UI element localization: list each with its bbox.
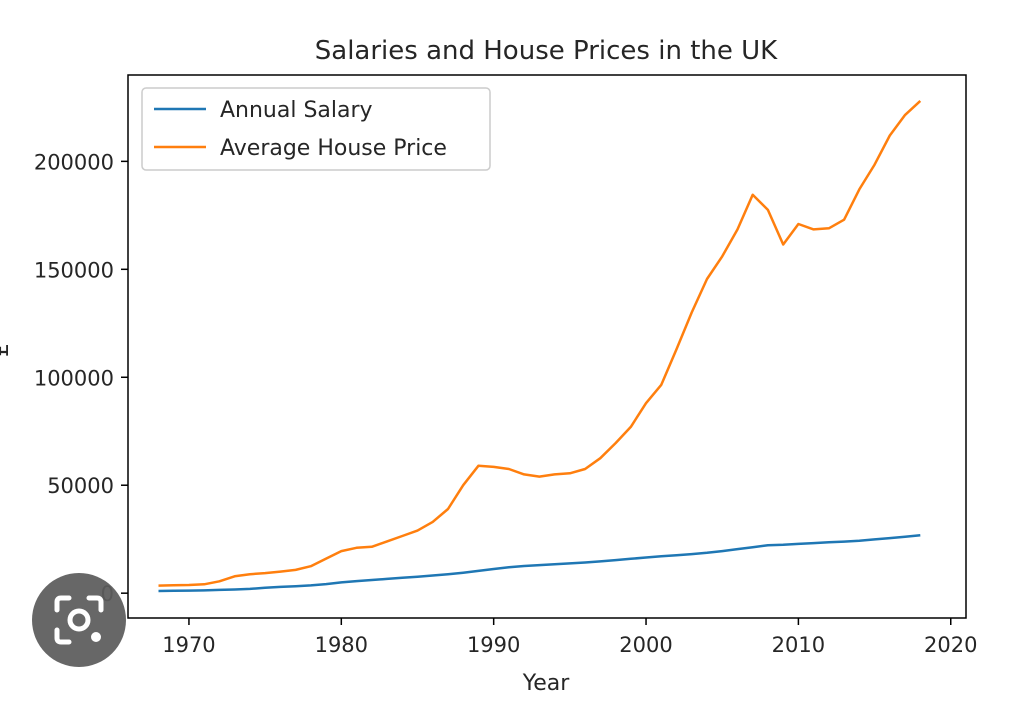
x-tick-label: 2020 bbox=[924, 633, 977, 657]
camera-search-icon bbox=[54, 595, 104, 645]
y-axis-label-group: £ bbox=[0, 343, 14, 357]
series-line-annual-salary bbox=[158, 534, 921, 593]
legend-label-house-price: Average House Price bbox=[220, 136, 447, 161]
series-line-average-house-price bbox=[158, 99, 922, 587]
series-lines bbox=[158, 99, 922, 593]
y-tick-label: 100000 bbox=[34, 366, 114, 390]
x-tick-label: 1990 bbox=[467, 633, 520, 657]
y-tick-label: 50000 bbox=[47, 474, 114, 498]
chart-title: Salaries and House Prices in the UK bbox=[315, 36, 778, 66]
x-axis-label: Year bbox=[522, 671, 571, 696]
legend-label-salary: Annual Salary bbox=[220, 98, 373, 123]
legend-box bbox=[141, 87, 491, 171]
y-axis-label: £ bbox=[0, 343, 14, 357]
x-tick-label: 2000 bbox=[619, 633, 672, 657]
google-lens-icon[interactable] bbox=[32, 573, 126, 667]
y-tick-label: 200000 bbox=[34, 150, 114, 174]
x-tick-label: 1980 bbox=[315, 633, 368, 657]
plot-frame bbox=[127, 74, 967, 619]
y-tick-label: 150000 bbox=[34, 258, 114, 282]
x-tick-label: 2010 bbox=[772, 633, 825, 657]
axis-ticks: 1970198019902000201020200500001000001500… bbox=[34, 150, 978, 657]
legend: Annual Salary Average House Price bbox=[141, 87, 491, 171]
x-tick-label: 1970 bbox=[162, 633, 215, 657]
